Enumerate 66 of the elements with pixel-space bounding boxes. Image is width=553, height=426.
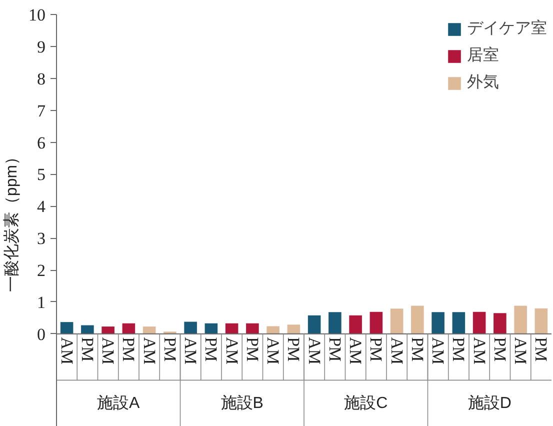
bar (411, 306, 424, 334)
x-tick-label: AM (264, 337, 283, 364)
bar (452, 312, 466, 334)
y-tick-label: 3 (37, 229, 46, 248)
bar (349, 315, 362, 334)
x-tick-label: PM (449, 337, 468, 362)
x-tick-label: PM (408, 337, 427, 362)
bar (494, 313, 506, 334)
bar (370, 312, 383, 334)
x-tick-label: PM (325, 337, 344, 362)
y-tick-label: 1 (37, 292, 46, 312)
y-tick-label: 2 (37, 261, 46, 280)
bar (102, 326, 114, 334)
text: 施設C (344, 394, 388, 412)
x-tick-label: AM (140, 337, 159, 364)
bar (184, 322, 197, 334)
bar (60, 322, 74, 334)
y-tick-label: 5 (37, 165, 46, 184)
bar (81, 325, 94, 334)
bar (204, 323, 218, 334)
x-tick-label: AM (98, 337, 118, 364)
bar (246, 323, 259, 334)
bar (308, 315, 321, 334)
bar (142, 326, 156, 334)
y-tick-label: 9 (37, 37, 46, 56)
bar (514, 306, 527, 334)
text: 施設A (97, 394, 140, 412)
x-tick-label: AM (181, 337, 200, 364)
y-tick-label: 6 (37, 133, 46, 152)
x-tick-label: PM (532, 337, 551, 362)
x-tick-label: PM (78, 337, 97, 362)
legend-label: 居室 (467, 46, 499, 66)
x-tick-label: AM (346, 337, 366, 364)
x-tick-label: PM (160, 337, 180, 362)
y-axis-title: 一酸化炭素（ppm） (2, 148, 20, 292)
x-tick-label: PM (366, 337, 386, 362)
x-tick-label: AM (511, 337, 530, 364)
bar (122, 323, 136, 334)
bar (472, 312, 486, 334)
bar (328, 312, 342, 334)
x-tick-label: PM (490, 337, 510, 362)
y-tick-label: 0 (37, 324, 46, 344)
bar (266, 326, 280, 334)
x-tick-label: AM (57, 337, 76, 364)
x-tick-label: AM (387, 337, 406, 364)
text: 施設D (468, 394, 512, 412)
x-tick-label: PM (284, 337, 304, 362)
bar (225, 323, 238, 334)
bar (432, 312, 444, 334)
y-tick-label: 7 (37, 101, 46, 120)
x-tick-label: AM (304, 337, 324, 364)
text: 施設B (220, 394, 264, 412)
x-tick-label: AM (470, 337, 489, 364)
bar (287, 324, 300, 334)
y-tick-label: 8 (37, 69, 46, 88)
legend-label: デイケア室 (467, 18, 547, 39)
y-tick-label: 4 (37, 197, 46, 216)
x-tick-label: PM (119, 337, 138, 362)
legend-label: 外気 (467, 73, 499, 93)
bar (534, 308, 548, 334)
x-tick-label: AM (222, 337, 242, 364)
x-tick-label: PM (242, 337, 262, 362)
bar (390, 308, 404, 334)
y-tick-label: 10 (28, 6, 46, 24)
x-tick-label: AM (428, 337, 448, 364)
x-tick-label: PM (202, 337, 221, 362)
